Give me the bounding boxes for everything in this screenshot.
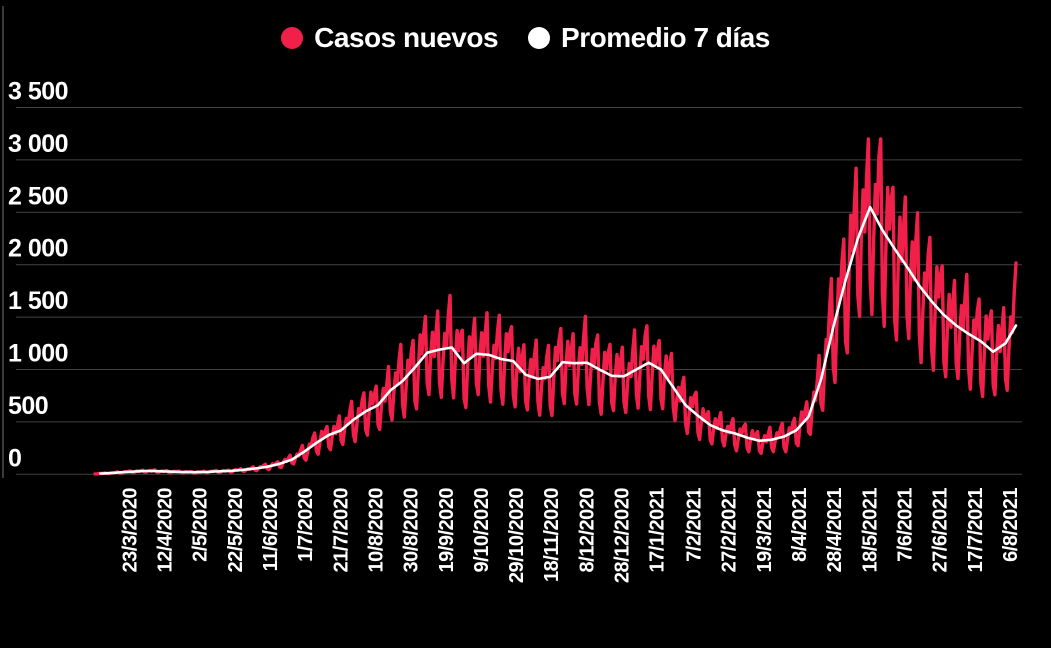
x-axis-tick-label: 18/11/2020: [541, 488, 563, 582]
x-axis-tick-label: 7/6/2021: [895, 488, 917, 562]
y-axis-tick-label: 2 000: [8, 235, 68, 263]
x-axis-tick-label: 28/4/2021: [824, 488, 846, 573]
series-promedio-7-dias-line: [99, 205, 1018, 475]
x-axis-tick-label: 2/5/2020: [190, 488, 212, 562]
chart-legend: Casos nuevos Promedio 7 días: [0, 22, 1051, 54]
legend-dot-white-icon: [528, 27, 551, 49]
x-axis-tick-label: 30/8/2020: [401, 488, 423, 573]
y-axis-tick-label: 0: [8, 444, 21, 472]
x-axis-tick-label: 17/7/2021: [965, 488, 987, 573]
left-edge-divider: [2, 6, 4, 478]
x-axis-tick-label: 1/7/2020: [295, 488, 317, 562]
legend-item-promedio-7-dias: Promedio 7 días: [528, 22, 770, 54]
x-axis-tick-label: 21/7/2020: [330, 488, 352, 573]
x-axis-tick-label: 12/4/2020: [155, 488, 177, 573]
x-axis-tick-label: 19/9/2020: [436, 488, 458, 573]
x-axis-tick-label: 28/12/2020: [612, 488, 634, 583]
x-axis-tick-label: 19/3/2021: [754, 488, 776, 573]
y-axis-tick-label: 3 500: [8, 78, 68, 106]
series-casos-nuevos-line: [93, 137, 1018, 476]
x-axis-tick-label: 10/8/2020: [366, 488, 388, 573]
legend-item-casos-nuevos: Casos nuevos: [281, 22, 499, 54]
legend-dot-red-icon: [281, 27, 304, 49]
x-axis-tick-label: 23/3/2020: [119, 488, 141, 573]
y-axis-tick-label: 500: [8, 392, 48, 420]
legend-label-promedio-7-dias: Promedio 7 días: [561, 22, 770, 53]
x-axis-tick-label: 9/10/2020: [471, 488, 493, 573]
x-axis-tick-label: 27/6/2021: [930, 488, 952, 573]
x-axis-tick-label: 27/2/2021: [719, 488, 741, 573]
x-axis-tick-label: 7/2/2021: [684, 488, 706, 562]
x-axis-tick-label: 17/1/2021: [647, 488, 669, 573]
x-axis-tick-label: 29/10/2020: [506, 488, 528, 583]
y-axis-tick-label: 2 500: [8, 182, 68, 210]
x-axis-tick-label: 18/5/2021: [859, 488, 881, 573]
x-axis-tick-label: 8/12/2020: [576, 488, 598, 573]
x-axis-tick-label: 22/5/2020: [225, 488, 247, 573]
x-axis-tick-label: 8/4/2021: [789, 488, 811, 562]
y-axis-tick-label: 3 000: [8, 130, 68, 158]
legend-label-casos-nuevos: Casos nuevos: [314, 22, 499, 53]
y-axis-tick-label: 1 000: [8, 340, 68, 368]
x-axis-tick-label: 11/6/2020: [260, 488, 282, 572]
x-axis-tick-label: 6/8/2021: [1000, 488, 1022, 562]
y-axis-tick-label: 1 500: [8, 287, 68, 315]
